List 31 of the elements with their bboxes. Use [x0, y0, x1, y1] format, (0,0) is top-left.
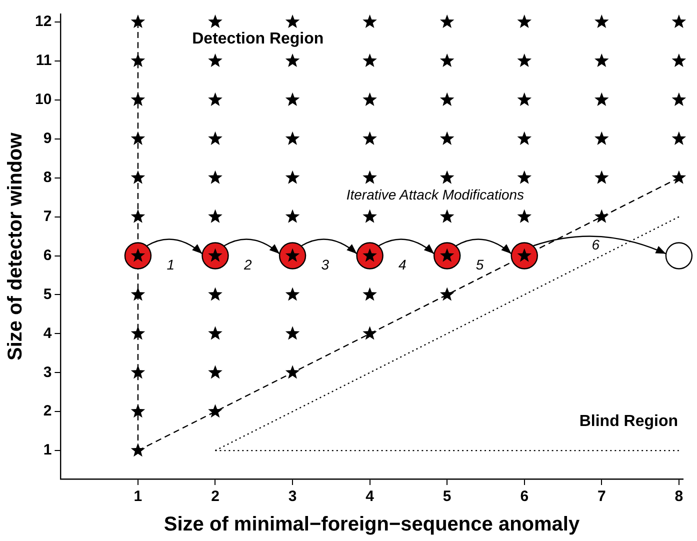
y-tick-label: 9	[43, 130, 52, 148]
annotation: 1	[166, 256, 175, 273]
y-tick-label: 3	[43, 364, 52, 381]
x-tick-label: 1	[134, 488, 142, 506]
x-axis-title: Size of minimal−foreign−sequence anomaly	[164, 514, 580, 536]
annotation: 3	[321, 256, 330, 273]
y-tick-label: 11	[36, 52, 52, 70]
y-tick-label: 6	[43, 246, 52, 264]
x-tick-label: 7	[597, 488, 606, 506]
y-tick-label: 2	[43, 402, 52, 420]
x-tick-label: 2	[211, 488, 220, 506]
y-tick-label: 1	[43, 442, 52, 459]
y-tick-label: 5	[43, 286, 52, 303]
y-tick-label: 8	[43, 168, 52, 186]
annotation: Iterative Attack Modifications	[346, 186, 524, 202]
annotation: 5	[476, 256, 484, 273]
y-tick-label: 10	[34, 91, 52, 108]
annotation: Blind Region	[579, 412, 678, 430]
x-tick-label: 4	[366, 488, 375, 506]
y-tick-label: 12	[34, 13, 52, 30]
annotation: 4	[398, 256, 407, 273]
y-tick-label: 7	[43, 208, 52, 225]
x-tick-label: 3	[288, 488, 297, 506]
x-tick-label: 6	[520, 488, 529, 506]
x-tick-label: 5	[442, 488, 452, 506]
annotation: 6	[592, 236, 600, 253]
y-tick-label: 4	[43, 324, 52, 342]
y-axis-title: Size of detector window	[4, 132, 27, 360]
annotation: 2	[242, 256, 252, 273]
annotation: Detection Region	[192, 30, 324, 48]
x-tick-label: 8	[674, 488, 684, 506]
